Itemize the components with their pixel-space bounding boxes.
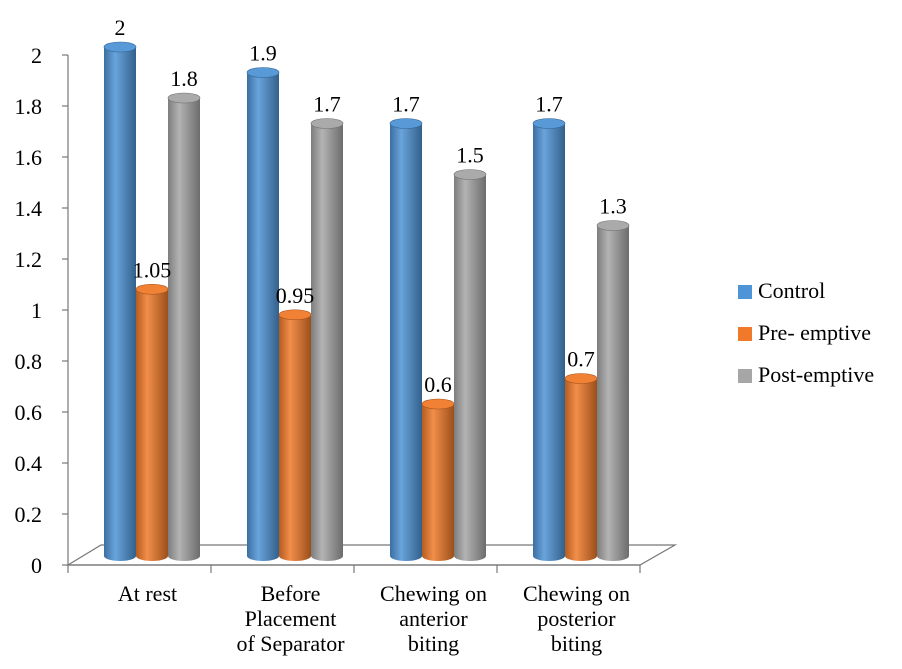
data-label-post-emptive: 1.5 [456,143,484,168]
y-tick-label: 0.2 [15,502,43,527]
data-label-control: 2 [115,15,126,40]
y-tick-label: 2 [31,43,42,68]
bar-pre-emptive-2 [278,309,312,561]
bar-control-3 [389,118,423,561]
bar-post-emptive-2 [310,118,344,561]
legend-swatch [738,369,752,383]
y-tick-label: 1 [31,298,42,323]
y-tick-label: 0.6 [15,400,43,425]
data-label-control: 1.7 [392,92,420,117]
bar-pre-emptive-3 [421,398,455,561]
data-label-post-emptive: 1.7 [313,92,341,117]
data-label-post-emptive: 1.3 [599,194,627,219]
bar-post-emptive-3 [453,169,487,561]
bar-control-4 [532,118,566,561]
legend: Control Pre- emptive Post-emptive [738,278,874,387]
bar-control-1 [103,41,137,561]
data-label-post-emptive: 1.8 [170,66,198,91]
legend-swatch [738,327,752,341]
legend-item-pre-emptive: Pre- emptive [738,320,871,345]
data-label-pre-emptive: 0.7 [567,347,595,372]
legend-label: Post-emptive [758,362,874,387]
x-category-label: Chewing on posterior biting [523,581,630,656]
y-tick-label: 0 [31,553,42,578]
bar-post-emptive-1 [167,92,201,561]
legend-item-control: Control [738,278,825,303]
x-category-label: Chewing on anterior biting [380,581,487,656]
x-category-label: At rest [118,581,177,606]
y-tick-label: 1.4 [15,196,43,221]
y-tick-label: 1.6 [15,145,43,170]
data-label-pre-emptive: 1.05 [133,257,172,282]
x-category-label: Before Placement of Separator [236,581,345,656]
bars [103,41,630,561]
y-tick-label: 0.4 [15,451,43,476]
data-label-pre-emptive: 0.6 [424,372,452,397]
legend-label: Pre- emptive [758,320,871,345]
bar-post-emptive-4 [596,220,630,561]
bar-control-2 [246,67,280,561]
legend-swatch [738,285,752,299]
data-label-control: 1.7 [535,92,563,117]
bar-pre-emptive-4 [564,373,598,561]
y-tick-label: 1.8 [15,94,43,119]
y-tick-label: 0.8 [15,349,43,374]
data-labels: 2 1.9 1.7 1.7 1.05 0.95 0.6 0.7 1.8 1.7 1.5 1.3 [115,15,627,397]
data-label-pre-emptive: 0.95 [276,283,315,308]
data-label-control: 1.9 [249,41,277,66]
y-tick-label: 1.2 [15,247,43,272]
legend-item-post-emptive: Post-emptive [738,362,874,387]
bar-pre-emptive-1 [135,283,169,561]
axes: 0 0.2 0.4 0.6 0.8 1 1.2 1.4 1.6 1.8 2 At rest Before… [15,43,678,656]
legend-label: Control [758,278,825,303]
